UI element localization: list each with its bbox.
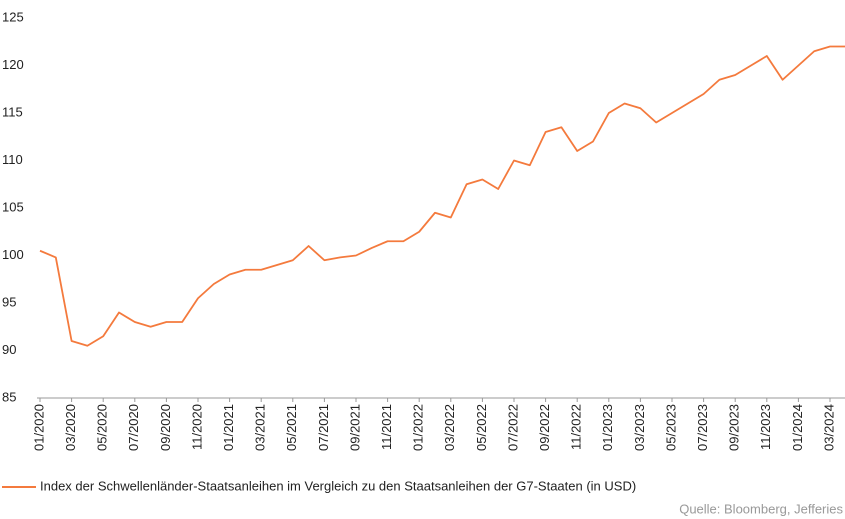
x-tick-label: 07/2021 [316, 404, 331, 451]
x-tick-label: 01/2020 [31, 404, 46, 451]
x-tick-label: 11/2021 [379, 404, 394, 450]
x-tick-label: 09/2023 [727, 404, 742, 451]
x-tick-label: 01/2021 [221, 404, 236, 451]
x-tick-label: 11/2020 [189, 404, 204, 450]
data-line [39, 45, 845, 347]
x-tick-label: 09/2021 [347, 404, 362, 451]
x-tick-label: 05/2022 [474, 404, 489, 451]
x-tick-label: 01/2024 [790, 404, 805, 451]
x-tick-label: 11/2023 [758, 404, 773, 450]
x-tick-label: 05/2020 [95, 404, 110, 451]
x-tick-label: 05/2021 [284, 404, 299, 451]
y-tick-label: 110 [2, 152, 23, 167]
x-tick-label: 09/2022 [537, 404, 552, 451]
source-note: Quelle: Bloomberg, Jefferies [679, 501, 843, 516]
y-tick-label: 115 [2, 104, 23, 119]
x-tick-label: 03/2024 [821, 404, 836, 451]
x-tick-label: 01/2023 [600, 404, 615, 451]
y-tick-label: 85 [2, 389, 16, 404]
y-tick-label: 105 [2, 199, 24, 214]
y-tick-label: 90 [2, 342, 16, 357]
x-tick-label: 01/2022 [411, 404, 426, 451]
y-tick-label: 100 [2, 247, 24, 262]
x-tick-label: 07/2022 [505, 404, 520, 451]
x-tick-label: 03/2023 [632, 404, 647, 451]
x-tick-label: 03/2021 [253, 404, 268, 451]
x-tick-label: 03/2022 [442, 404, 457, 451]
x-tick-label: 09/2020 [158, 404, 173, 451]
x-tick-label: 05/2023 [663, 404, 678, 451]
y-tick-label: 95 [2, 294, 16, 309]
x-tick-label: 07/2020 [126, 404, 141, 451]
y-tick-label: 120 [2, 57, 24, 72]
x-tick-label: 03/2020 [63, 404, 78, 451]
y-tick-label: 125 [2, 9, 24, 24]
x-tick-label: 11/2022 [569, 404, 584, 450]
legend-label: Index der Schwellenländer-Staatsanleihen… [40, 478, 636, 493]
x-tick-label: 07/2023 [695, 404, 710, 451]
